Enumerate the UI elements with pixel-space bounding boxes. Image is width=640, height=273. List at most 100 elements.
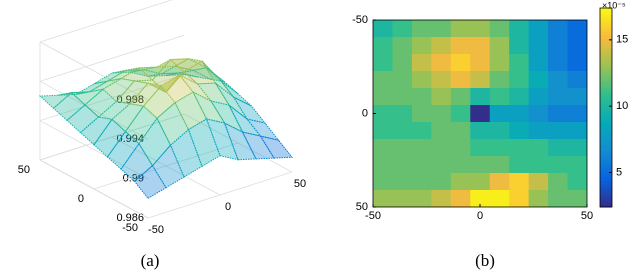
- y-tick-label: -50: [122, 222, 138, 234]
- heatmap-cell: [411, 71, 432, 89]
- colorbar-swatch: [600, 90, 612, 95]
- heatmap-cell: [567, 156, 587, 174]
- heatmap-cell: [373, 71, 393, 89]
- x-tick-label: -50: [148, 224, 164, 236]
- surface-cell: [120, 142, 154, 182]
- heatmap-cell: [548, 156, 569, 174]
- heatmap-cell: [528, 122, 549, 140]
- heatmap-cell: [431, 139, 452, 157]
- heatmap-cell: [567, 71, 587, 89]
- heatmap-cell: [373, 139, 393, 157]
- heatmap-cell: [470, 20, 491, 38]
- colorbar-swatch: [600, 41, 612, 45]
- surface-cell: [93, 70, 126, 85]
- heatmap-cell: [431, 54, 452, 72]
- surface-cell: [38, 91, 74, 109]
- colorbar-swatch: [600, 14, 612, 19]
- heatmap-cell: [411, 190, 432, 207]
- colorbar-swatch: [600, 17, 612, 22]
- colorbar-swatch: [600, 190, 612, 195]
- heatmap-cell: [392, 54, 413, 72]
- heatmap-cell: [489, 156, 510, 174]
- heatmap-cells: [373, 20, 587, 207]
- heatmap-cell: [411, 37, 432, 55]
- colorbar-swatch: [600, 183, 612, 188]
- grid-line: [39, 113, 185, 161]
- heatmap-cell: [392, 20, 413, 38]
- colorbar-swatch: [600, 147, 612, 152]
- colorbar-swatch: [600, 21, 612, 26]
- heatmap-cell: [373, 156, 393, 174]
- heatmap-cell: [411, 54, 432, 72]
- colorbar-swatch: [600, 47, 612, 52]
- heatmap-cell: [373, 122, 393, 140]
- heatmap-cell: [450, 88, 471, 106]
- colorbar-swatch: [600, 153, 612, 158]
- heatmap-cell: [470, 122, 491, 140]
- colorbar-swatch: [600, 193, 612, 198]
- colorbar-swatch: [600, 130, 612, 135]
- heatmap-cell: [528, 190, 549, 207]
- heatmap-cell: [431, 88, 452, 106]
- heatmap-cell: [392, 71, 413, 89]
- colorbar-swatch: [600, 84, 612, 89]
- caption: (a): [141, 251, 160, 270]
- colorbar-swatch: [600, 177, 612, 181]
- heatmap-cell: [489, 37, 510, 55]
- heatmap-cell: [470, 105, 491, 123]
- heatmap-cell: [470, 173, 491, 191]
- heatmap-cell: [509, 20, 530, 38]
- heatmap-cell: [411, 105, 432, 123]
- colorbar-swatch: [600, 64, 612, 69]
- heatmap-cell: [567, 20, 587, 38]
- colorbar-swatch: [600, 74, 612, 79]
- heatmap-cell: [392, 190, 413, 207]
- caption: (b): [475, 251, 495, 270]
- y-tick-label: 0: [362, 107, 368, 119]
- heatmap-cell: [489, 71, 510, 89]
- colorbar-swatch: [600, 197, 612, 201]
- heatmap-cell: [528, 54, 549, 72]
- heatmap-cell: [450, 139, 471, 157]
- y-tick-label: 0: [78, 193, 84, 205]
- x-tick-label: 0: [225, 201, 231, 213]
- heatmap-cell: [509, 173, 530, 191]
- colorbar-swatch: [600, 94, 612, 99]
- heatmap-cell: [392, 139, 413, 157]
- y-tick-label: 50: [18, 164, 30, 176]
- heatmap-cell: [470, 71, 491, 89]
- grid-line: [39, 120, 149, 180]
- heatmap-cell: [489, 88, 510, 106]
- colorbar-swatch: [600, 143, 612, 148]
- grid-line: [39, 0, 173, 43]
- surface-cell: [174, 91, 208, 131]
- colorbar-swatch: [600, 34, 612, 39]
- colorbar-swatch: [600, 51, 612, 55]
- heatmap-cell: [392, 156, 413, 174]
- heatmap-cell: [431, 156, 452, 174]
- heatmap-cell: [392, 173, 413, 191]
- heatmap-cell: [509, 139, 530, 157]
- heatmap-cell: [548, 54, 569, 72]
- heatmap-cell: [470, 139, 491, 157]
- surface-cell: [161, 65, 194, 75]
- heatmap-cell: [411, 20, 432, 38]
- heatmap-cell: [489, 122, 510, 140]
- heatmap-cell: [548, 122, 569, 140]
- surface-cell: [75, 80, 108, 95]
- heatmap-cell: [509, 37, 530, 55]
- heatmap-cell: [470, 37, 491, 55]
- heatmap-cell: [489, 173, 510, 191]
- surface-cell: [245, 118, 280, 141]
- heatmap-cell: [411, 173, 432, 191]
- colorbar-swatch: [600, 31, 612, 36]
- heatmap-cell: [509, 122, 530, 140]
- heatmap-cell: [470, 190, 491, 207]
- colorbar-swatch: [600, 173, 612, 178]
- colorbar-swatch: [600, 163, 612, 168]
- heatmap-cell: [567, 122, 587, 140]
- surface-cell: [111, 103, 145, 133]
- x-tick-label: 0: [477, 210, 483, 222]
- surface-cell: [223, 121, 257, 161]
